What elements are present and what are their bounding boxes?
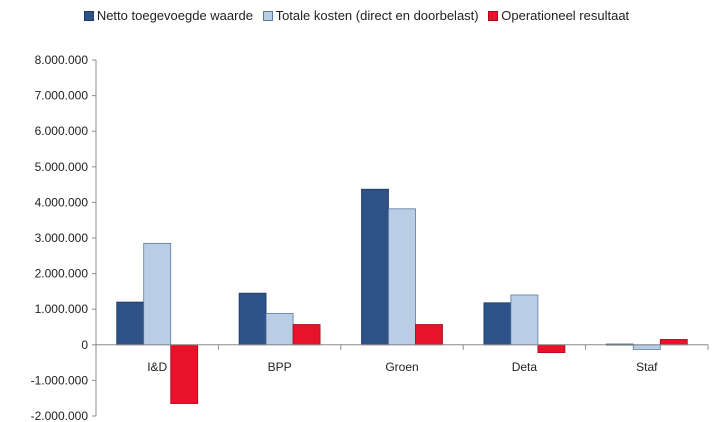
y-tick-label: 1.000.000 [35, 302, 89, 316]
bar [292, 324, 321, 346]
y-tick-label: 0 [81, 338, 88, 352]
x-tick-label: Deta [512, 360, 538, 374]
y-tick-label: 6.000.000 [35, 124, 89, 138]
legend-item-netto: Netto toegevoegde waarde [83, 8, 253, 23]
legend-swatch-netto [83, 11, 94, 21]
bar [510, 294, 539, 346]
y-tick-label: 2.000.000 [35, 267, 89, 281]
y-tick-label: 5.000.000 [35, 160, 89, 174]
y-tick-label: 4.000.000 [35, 195, 89, 209]
y-tick-label: 7.000.000 [35, 89, 89, 103]
y-tick-label: -1.000.000 [31, 373, 89, 387]
bar [170, 344, 199, 404]
x-axis: I&D BPP Groen Deta Staf [95, 344, 709, 374]
bar [361, 188, 389, 346]
bar [388, 208, 416, 346]
bar [143, 242, 172, 346]
bars [116, 188, 688, 404]
bar [116, 301, 145, 346]
legend-item-kosten: Totale kosten (direct en doorbelast) [262, 8, 479, 23]
legend-label-netto: Netto toegevoegde waarde [96, 8, 253, 23]
x-tick-label: Staf [636, 360, 658, 374]
x-tick-label: Groen [385, 360, 418, 374]
bar [632, 344, 661, 350]
legend-label-resultaat: Operationeel resultaat [501, 8, 630, 23]
legend-swatch-kosten [262, 11, 273, 21]
y-axis: 8.000.000 7.000.000 6.000.000 5.000.000 4.00… [31, 53, 97, 422]
legend-swatch-resultaat [488, 11, 499, 21]
bar [483, 302, 512, 346]
x-tick-label: I&D [147, 360, 167, 374]
chart-legend: Netto toegevoegde waarde Totale kosten (… [0, 8, 713, 23]
legend-label-kosten: Totale kosten (direct en doorbelast) [275, 8, 479, 23]
x-tick-label: BPP [268, 360, 292, 374]
bar [265, 313, 294, 346]
legend-item-resultaat: Operationeel resultaat [488, 8, 629, 23]
y-tick-label: -2.000.000 [31, 409, 89, 422]
bar [415, 324, 443, 346]
bar [537, 344, 566, 354]
bar [238, 292, 267, 346]
y-tick-label: 3.000.000 [35, 231, 89, 245]
bar [659, 339, 688, 346]
y-tick-label: 8.000.000 [35, 53, 89, 67]
